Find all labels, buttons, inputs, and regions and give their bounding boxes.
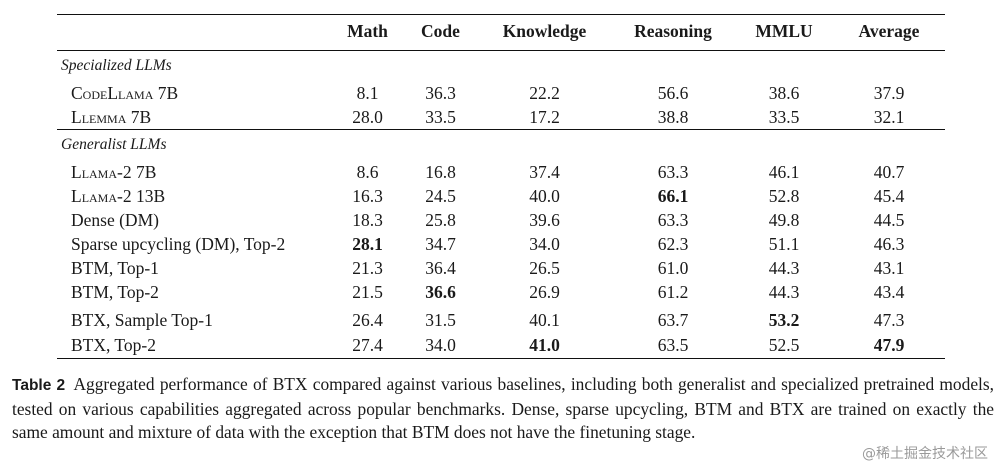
model-name-cell: Llama-2 7B [71, 162, 157, 182]
caption-text: Aggregated performance of BTX compared a… [12, 374, 994, 442]
mmlu-score-cell: 49.8 [768, 210, 800, 230]
knowledge-score-cell: 26.5 [529, 258, 560, 278]
table-row: CodeLlama 7B 8.1 36.3 22.2 56.6 38.6 37.9 [57, 81, 945, 105]
math-score-cell: 18.3 [352, 210, 383, 230]
code-score-cell: 24.5 [425, 186, 456, 206]
group-title-row: Generalist LLMs [57, 129, 945, 160]
reasoning-score-cell: 38.8 [657, 107, 689, 127]
knowledge-score-cell: 37.4 [529, 162, 560, 182]
mmlu-score-cell: 38.6 [768, 83, 800, 103]
reasoning-score-cell: 63.5 [611, 332, 735, 359]
average-score-cell: 43.1 [873, 258, 905, 278]
average-score-cell: 40.7 [873, 162, 905, 182]
average-score-cell: 32.1 [873, 107, 905, 127]
table-row: BTX, Sample Top-1 26.4 31.5 40.1 63.7 53.2 47.… [57, 304, 945, 332]
mmlu-score-cell: 33.5 [768, 107, 800, 127]
average-score-cell: 37.9 [873, 83, 905, 103]
knowledge-score-cell: 26.9 [529, 282, 560, 302]
reasoning-score-cell: 62.3 [657, 234, 689, 254]
knowledge-score-cell: 39.6 [529, 210, 560, 230]
reasoning-score-cell: 63.7 [657, 310, 689, 330]
math-score-cell: 21.3 [352, 258, 383, 278]
reasoning-score-cell: 63.3 [657, 210, 689, 230]
average-score-cell: 43.4 [873, 282, 905, 302]
table-row: Llama-2 7B 8.6 16.8 37.4 63.3 46.1 40.7 [57, 160, 945, 184]
header-cell-reasoning: Reasoning [611, 14, 735, 51]
group-title: Generalist LLMs [57, 129, 945, 160]
model-name-cell: BTX, Sample Top-1 [71, 310, 213, 330]
mmlu-score-cell: 51.1 [768, 234, 800, 254]
mmlu-score-cell: 52.8 [768, 186, 800, 206]
math-score-cell: 8.6 [356, 162, 379, 182]
knowledge-score-cell: 17.2 [529, 107, 560, 127]
table-row: BTM, Top-1 21.3 36.4 26.5 61.0 44.3 43.1 [57, 256, 945, 280]
header-cell-code: Code [403, 14, 478, 51]
results-table-container: Math Code Knowledge Reasoning MMLU Avera… [57, 14, 945, 359]
knowledge-score-cell: 40.1 [529, 310, 560, 330]
math-score-cell: 28.0 [352, 107, 383, 127]
math-score-cell: 21.5 [352, 282, 383, 302]
mmlu-score-cell: 44.3 [768, 258, 800, 278]
math-score-cell: 28.1 [352, 234, 383, 254]
table-row: Llama-2 13B 16.3 24.5 40.0 66.1 52.8 45.4 [57, 184, 945, 208]
mmlu-score-cell: 44.3 [768, 282, 800, 302]
average-score-cell: 45.4 [873, 186, 905, 206]
model-name-cell: CodeLlama 7B [71, 83, 179, 103]
table-row: Sparse upcycling (DM), Top-2 28.1 34.7 34.0… [57, 232, 945, 256]
math-score-cell: 16.3 [352, 186, 383, 206]
code-score-cell: 31.5 [425, 310, 456, 330]
watermark: @稀土掘金技术社区 [860, 443, 990, 463]
average-score-cell: 47.9 [833, 332, 945, 359]
knowledge-score-cell: 22.2 [529, 83, 560, 103]
header-cell-math: Math [332, 14, 403, 51]
model-name-cell: Dense (DM) [71, 210, 159, 230]
model-name-cell: Sparse upcycling (DM), Top-2 [71, 234, 286, 254]
mmlu-score-cell: 46.1 [768, 162, 800, 182]
math-score-cell: 26.4 [352, 310, 383, 330]
header-cell-knowledge: Knowledge [478, 14, 611, 51]
mmlu-score-cell: 53.2 [768, 310, 800, 330]
code-score-cell: 36.4 [425, 258, 456, 278]
code-score-cell: 34.7 [425, 234, 456, 254]
table-body: Specialized LLMs CodeLlama 7B 8.1 36.3 22.2 5… [57, 51, 945, 359]
code-score-cell: 33.5 [425, 107, 456, 127]
average-score-cell: 47.3 [873, 310, 905, 330]
model-name-cell: BTM, Top-1 [71, 258, 159, 278]
code-score-cell: 36.6 [425, 282, 456, 302]
header-cell-model [57, 14, 332, 51]
average-score-cell: 44.5 [873, 210, 905, 230]
table-row: Llemma 7B 28.0 33.5 17.2 38.8 33.5 32.1 [57, 105, 945, 130]
table-row: BTX, Top-2 27.4 34.0 41.0 63.5 52.5 47.9 [57, 332, 945, 359]
reasoning-score-cell: 56.6 [657, 83, 689, 103]
header-cell-average: Average [833, 14, 945, 51]
code-score-cell: 36.3 [425, 83, 456, 103]
model-name-cell: Llama-2 13B [71, 186, 166, 206]
code-score-cell: 16.8 [425, 162, 456, 182]
header-cell-mmlu: MMLU [735, 14, 833, 51]
reasoning-score-cell: 66.1 [657, 186, 689, 206]
math-score-cell: 27.4 [332, 332, 403, 359]
reasoning-score-cell: 61.2 [657, 282, 689, 302]
table-caption: Table 2 Aggregated performance of BTX co… [12, 373, 994, 445]
table-header-row: Math Code Knowledge Reasoning MMLU Avera… [57, 14, 945, 51]
model-name-cell: BTX, Top-2 [57, 332, 332, 359]
average-score-cell: 46.3 [873, 234, 905, 254]
knowledge-score-cell: 41.0 [478, 332, 611, 359]
model-name-cell: BTM, Top-2 [71, 282, 159, 302]
table-row: Dense (DM) 18.3 25.8 39.6 63.3 49.8 44.5 [57, 208, 945, 232]
model-name-cell: Llemma 7B [71, 107, 152, 127]
caption-label: Table 2 [12, 377, 66, 394]
knowledge-score-cell: 40.0 [529, 186, 560, 206]
mmlu-score-cell: 52.5 [735, 332, 833, 359]
group-title-row: Specialized LLMs [57, 51, 945, 82]
code-score-cell: 34.0 [403, 332, 478, 359]
math-score-cell: 8.1 [356, 83, 379, 103]
reasoning-score-cell: 61.0 [657, 258, 689, 278]
knowledge-score-cell: 34.0 [529, 234, 560, 254]
group-title: Specialized LLMs [61, 57, 172, 74]
results-table: Math Code Knowledge Reasoning MMLU Avera… [57, 14, 945, 359]
code-score-cell: 25.8 [425, 210, 456, 230]
reasoning-score-cell: 63.3 [657, 162, 689, 182]
table-row: BTM, Top-2 21.5 36.6 26.9 61.2 44.3 43.4 [57, 280, 945, 304]
